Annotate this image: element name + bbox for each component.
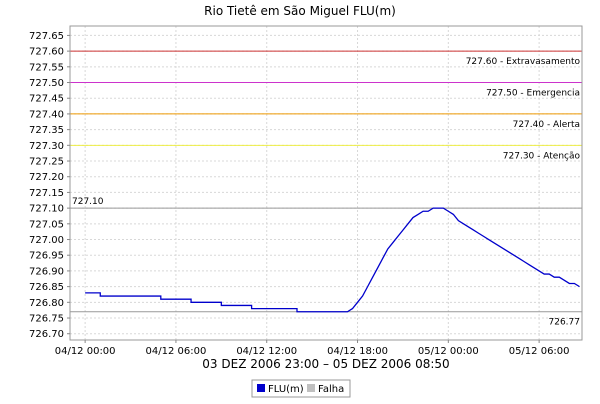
threshold-label: 727.50 - Emergencia [486, 89, 580, 99]
y-tick-label: 727.00 [29, 235, 64, 246]
y-tick-label: 727.20 [29, 172, 64, 183]
threshold-label: 727.60 - Extravasamento [466, 57, 581, 67]
x-tick-label: 04/12 18:00 [327, 346, 388, 357]
legend: FLU(m) Falha [251, 379, 351, 398]
legend-label-falha: Falha [318, 384, 344, 395]
y-axis: 726.70 726.75 726.80 726.85 726.90 726.95 727.… [29, 31, 70, 340]
x-tick-label: 04/12 12:00 [236, 346, 297, 357]
y-tick-label: 726.75 [29, 314, 64, 325]
x-tick-label: 05/12 00:00 [418, 346, 479, 357]
x-axis-title: 03 DEZ 2006 23:00 – 05 DEZ 2006 08:50 [202, 357, 449, 371]
y-tick-label: 727.45 [29, 94, 64, 105]
series-line-flu [85, 207, 580, 313]
series-layer [85, 207, 580, 313]
y-tick-label: 727.05 [29, 219, 64, 230]
plot-frame [69, 25, 583, 341]
y-tick-label: 726.80 [29, 298, 64, 309]
chart-title: Rio Tietê em São Miguel FLU(m) [204, 4, 396, 18]
x-axis: 04/12 00:00 04/12 06:00 04/12 12:00 04/12 1… [55, 340, 570, 357]
x-tick-label: 04/12 06:00 [146, 346, 207, 357]
legend-label-flu: FLU(m) [268, 384, 304, 395]
reference-label: 727.10 [72, 197, 104, 207]
y-tick-label: 727.10 [29, 204, 64, 215]
threshold-label: 727.30 - Atenção [503, 151, 581, 161]
y-tick-label: 727.65 [29, 31, 64, 42]
grid [70, 26, 582, 340]
y-tick-label: 727.15 [29, 188, 64, 199]
y-tick-label: 727.50 [29, 78, 64, 89]
threshold-label: 727.40 - Alerta [513, 120, 580, 130]
y-tick-label: 727.55 [29, 62, 64, 73]
y-tick-label: 727.30 [29, 141, 64, 152]
y-tick-label: 727.25 [29, 157, 64, 168]
y-tick-label: 727.40 [29, 109, 64, 120]
y-tick-label: 726.90 [29, 266, 64, 277]
y-tick-label: 726.70 [29, 329, 64, 340]
x-tick-label: 05/12 06:00 [509, 346, 570, 357]
y-tick-label: 726.95 [29, 251, 64, 262]
legend-swatch-flu [257, 384, 265, 392]
reference-label: 726.77 [549, 318, 581, 328]
legend-swatch-falha [307, 384, 315, 392]
x-tick-label: 04/12 00:00 [55, 346, 116, 357]
y-tick-label: 726.85 [29, 282, 64, 293]
legend-frame [251, 379, 351, 398]
y-tick-label: 727.35 [29, 125, 64, 136]
y-tick-label: 727.60 [29, 47, 64, 58]
